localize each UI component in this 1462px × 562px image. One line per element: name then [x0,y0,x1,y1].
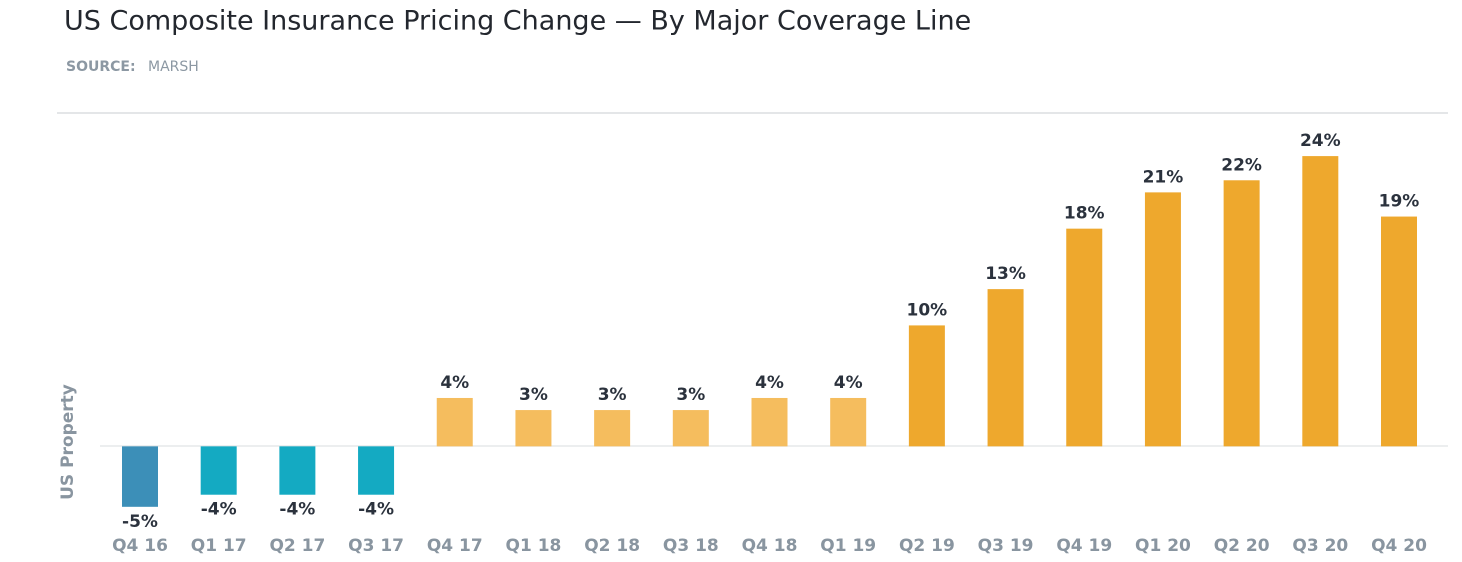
value-label: 18% [1064,204,1105,224]
value-label: -4% [279,500,315,520]
value-label: 4% [834,373,863,393]
bar [1144,192,1181,447]
x-tick-label: Q2 20 [1214,536,1270,556]
value-label: 21% [1143,167,1184,187]
x-tick-label: Q2 18 [584,536,640,556]
x-tick-label: Q1 19 [820,536,876,556]
x-tick-label: Q2 17 [269,536,325,556]
bar [279,446,316,495]
x-tick-label: Q3 17 [348,536,404,556]
value-label: 13% [985,264,1026,284]
source: MARSH [148,59,199,75]
value-label: 4% [755,373,784,393]
x-tick-label: Q4 19 [1056,536,1112,556]
x-tick-label: Q1 18 [506,536,562,556]
value-label: -4% [201,500,237,520]
bar [908,325,945,447]
x-tick-label: Q4 18 [742,536,798,556]
value-label: 3% [598,385,627,405]
bar [751,397,788,447]
chart-title: US Composite Insurance Pricing Change — … [64,6,971,37]
x-tick-label: Q4 20 [1371,536,1427,556]
bar [515,410,552,447]
bar [830,397,867,447]
y-axis-label: US Property [58,384,78,500]
value-label: 3% [519,385,548,405]
x-tick-label: Q3 20 [1292,536,1348,556]
bar [122,446,158,507]
bar [1223,180,1260,447]
bar [358,446,395,495]
bar [1302,156,1339,447]
x-tick-label: Q3 19 [978,536,1034,556]
value-label: 19% [1379,192,1420,212]
value-label: 24% [1300,131,1341,151]
x-tick-label: Q1 17 [191,536,247,556]
x-tick-label: Q3 18 [663,536,719,556]
source-label: SOURCE: [66,59,136,75]
bar [1066,228,1103,447]
bar [200,446,237,495]
value-label: 4% [440,373,469,393]
bar [1381,216,1417,447]
x-tick-label: Q4 17 [427,536,483,556]
value-label: -4% [358,500,394,520]
x-tick-label: Q1 20 [1135,536,1191,556]
bar [987,289,1024,447]
bar [594,410,631,447]
value-label: 22% [1221,155,1262,175]
value-label: -5% [122,512,158,532]
bar [672,410,709,447]
x-tick-label: Q2 19 [899,536,955,556]
value-label: 10% [907,300,948,320]
value-label: 3% [676,385,705,405]
bar [436,397,473,447]
x-tick-label: Q4 16 [112,536,168,556]
